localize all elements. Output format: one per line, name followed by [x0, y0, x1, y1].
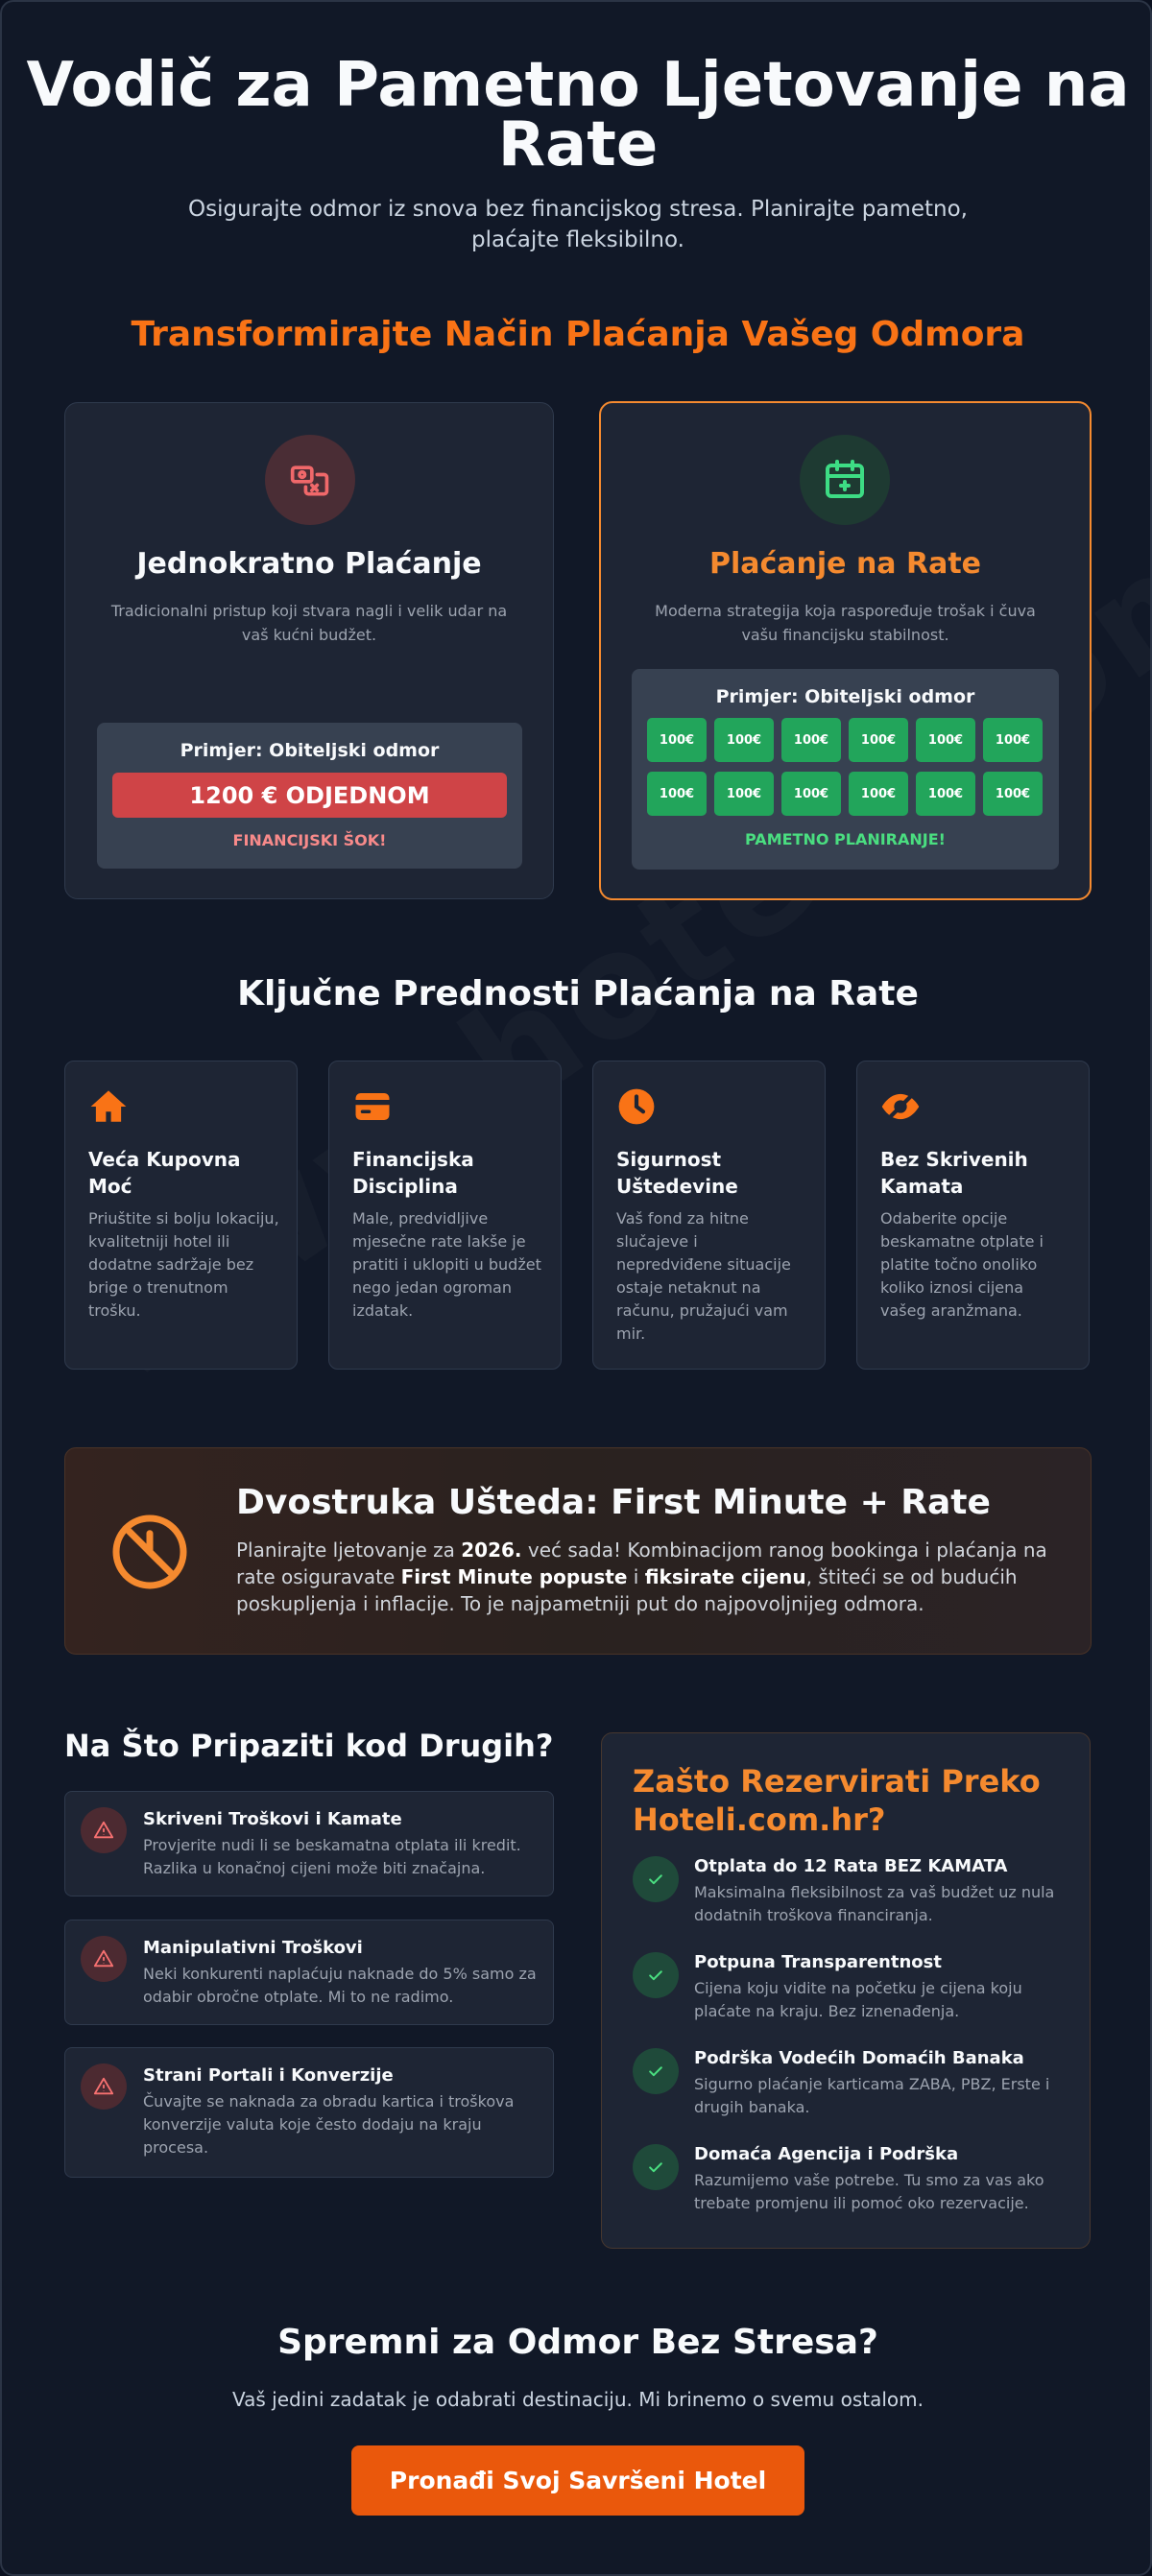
rate-tile: 100€: [781, 718, 841, 762]
rate-tile: 100€: [983, 718, 1043, 762]
page-subtitle: Osigurajte odmor iz snova bez financijsk…: [188, 197, 968, 252]
why-item-description: Maksimalna fleksibilnost za vaš budžet u…: [694, 1883, 1055, 1924]
benefit-title: Sigurnost Uštedevine: [616, 1148, 738, 1198]
installments-description: Moderna strategija koja raspoređuje troš…: [655, 602, 1036, 644]
warning-description: Neki konkurenti naplaćuju naknade do 5% …: [143, 1965, 537, 2006]
why-item: Otplata do 12 Rata BEZ KAMATA Maksimalna…: [633, 1856, 1065, 1933]
banner-text: Planirajte ljetovanje za 2026. već sada!…: [236, 1537, 1062, 1617]
banner-title: Dvostruka Ušteda: First Minute + Rate: [236, 1483, 991, 1522]
check-icon: [633, 1856, 679, 1902]
why-item-title: Potpuna Transparentnost: [694, 1952, 942, 1972]
benefit-card-buying-power: Veća Kupovna Moć Priuštite si bolju loka…: [64, 1061, 298, 1370]
benefit-card-no-interest: Bez Skrivenih Kamata Odaberite opcije be…: [856, 1061, 1090, 1370]
clock-strike-icon: [112, 1515, 187, 1589]
warnings-heading: Na Što Pripaziti kod Drugih?: [64, 1728, 554, 1764]
why-item-title: Podrška Vodećih Domaćih Banaka: [694, 2048, 1024, 2068]
installments-card: Plaćanje na Rate Moderna strategija koja…: [599, 401, 1092, 900]
money-exchange-icon: [265, 435, 355, 525]
rate-tile: 100€: [714, 718, 774, 762]
rate-tile: 100€: [647, 718, 707, 762]
one-time-amount: 1200 € ODJEDNOM: [112, 773, 507, 818]
why-item-description: Cijena koju vidite na početku je cijena …: [694, 1979, 1022, 2020]
benefit-title: Veća Kupovna Moć: [88, 1148, 241, 1198]
page-title: Vodič za Pametno Ljetovanje na Rate: [26, 50, 1130, 180]
cta-heading: Spremni za Odmor Bez Stresa?: [277, 2323, 878, 2362]
eye-slash-icon: [881, 1093, 920, 1120]
warning-description: Čuvajte se naknada za obradu kartica i t…: [143, 2092, 515, 2157]
warning-card: Strani Portali i Konverzije Čuvajte se n…: [64, 2047, 554, 2178]
warning-icon: [81, 1807, 127, 1853]
calendar-icon: [800, 435, 890, 525]
banner-text-part: već sada! Kombinacijom ranog bookinga i …: [236, 1538, 1047, 1588]
why-item-description: Sigurno plaćanje karticama ZABA, PBZ, Er…: [694, 2075, 1050, 2116]
benefit-card-discipline: Financijska Disciplina Male, predvidljiv…: [328, 1061, 562, 1370]
benefit-card-savings: Sigurnost Uštedevine Vaš fond za hitne s…: [592, 1061, 826, 1370]
banner-bold-discount: First Minute popuste: [400, 1565, 628, 1588]
rate-tile: 100€: [849, 772, 908, 816]
why-item: Podrška Vodećih Domaćih Banaka Sigurno p…: [633, 2048, 1065, 2125]
one-time-example-title: Primjer: Obiteljski odmor: [180, 740, 440, 761]
warning-description: Provjerite nudi li se beskamatna otplata…: [143, 1836, 521, 1877]
clock-icon: [618, 1088, 655, 1125]
banner-text-part: , štiteći se od budućih poskupljenja i i…: [236, 1565, 1018, 1615]
benefit-title: Bez Skrivenih Kamata: [880, 1148, 1028, 1198]
warning-icon: [81, 1936, 127, 1982]
warning-title: Manipulativni Troškovi: [143, 1938, 363, 1958]
rate-tile: 100€: [916, 718, 975, 762]
why-item-description: Razumijemo vaše potrebe. Tu smo za vas a…: [694, 2171, 1044, 2212]
warning-title: Skriveni Troškovi i Kamate: [143, 1809, 402, 1829]
find-hotel-button[interactable]: Pronađi Svoj Savršeni Hotel: [351, 2445, 804, 2516]
rate-tile: 100€: [849, 718, 908, 762]
check-icon: [633, 2144, 679, 2190]
benefit-description: Priuštite si bolju lokaciju, kvalitetnij…: [88, 1209, 279, 1320]
rate-tile: 100€: [714, 772, 774, 816]
one-time-payment-card: Jednokratno Plaćanje Tradicionalni prist…: [64, 402, 554, 899]
check-icon: [633, 2048, 679, 2094]
benefit-description: Vaš fond za hitne slučajeve i nepredviđe…: [616, 1209, 791, 1343]
rate-tile: 100€: [647, 772, 707, 816]
benefits-heading: Ključne Prednosti Plaćanja na Rate: [237, 974, 919, 1014]
warning-card: Skriveni Troškovi i Kamate Provjerite nu…: [64, 1791, 554, 1896]
wallet-icon: [355, 1093, 390, 1120]
cta-subtitle: Vaš jedini zadatak je odabrati destinaci…: [232, 2388, 924, 2411]
warning-icon: [81, 2063, 127, 2110]
banner-bold-price: fiksirate cijenu: [644, 1565, 806, 1588]
why-item-title: Otplata do 12 Rata BEZ KAMATA: [694, 1856, 1008, 1876]
rate-tile: 100€: [781, 772, 841, 816]
why-item-title: Domaća Agencija i Podrška: [694, 2144, 959, 2164]
warning-card: Manipulativni Troškovi Neki konkurenti n…: [64, 1920, 554, 2025]
home-icon: [90, 1090, 127, 1122]
rate-tile: 100€: [916, 772, 975, 816]
installments-title: Plaćanje na Rate: [708, 547, 982, 581]
first-minute-banner: Dvostruka Ušteda: First Minute + Rate Pl…: [64, 1447, 1092, 1655]
banner-bold-year: 2026.: [461, 1538, 522, 1562]
check-icon: [633, 1952, 679, 1998]
installments-footer: PAMETNO PLANIRANJE!: [745, 830, 946, 848]
installments-example-title: Primjer: Obiteljski odmor: [715, 686, 975, 707]
benefit-description: Odaberite opcije beskamatne otplate i pl…: [880, 1209, 1044, 1320]
banner-text-part: Planirajte ljetovanje za: [236, 1538, 462, 1562]
why-item: Potpuna Transparentnost Cijena koju vidi…: [633, 1952, 1065, 2029]
one-time-example: Primjer: Obiteljski odmor 1200 € ODJEDNO…: [97, 723, 522, 869]
banner-text-part: i: [627, 1565, 645, 1588]
one-time-description: Tradicionalni pristup koji stvara nagli …: [110, 602, 508, 644]
comparison-heading: Transformirajte Način Plaćanja Vašeg Odm…: [131, 315, 1025, 354]
why-book-panel: Zašto Rezervirati Preko Hoteli.com.hr? O…: [601, 1732, 1091, 2249]
one-time-title: Jednokratno Plaćanje: [136, 547, 482, 581]
installments-example: Primjer: Obiteljski odmor 100€ 100€ 100€ 10…: [632, 669, 1059, 870]
rate-tile: 100€: [983, 772, 1043, 816]
benefit-title: Financijska Disciplina: [352, 1148, 474, 1198]
warning-title: Strani Portali i Konverzije: [143, 2065, 394, 2086]
why-heading: Zašto Rezervirati Preko Hoteli.com.hr?: [633, 1763, 1041, 1838]
benefit-description: Male, predvidljive mjesečne rate lakše j…: [352, 1209, 541, 1320]
one-time-footer: FINANCIJSKI ŠOK!: [232, 831, 387, 849]
why-item: Domaća Agencija i Podrška Razumijemo vaš…: [633, 2144, 1065, 2221]
